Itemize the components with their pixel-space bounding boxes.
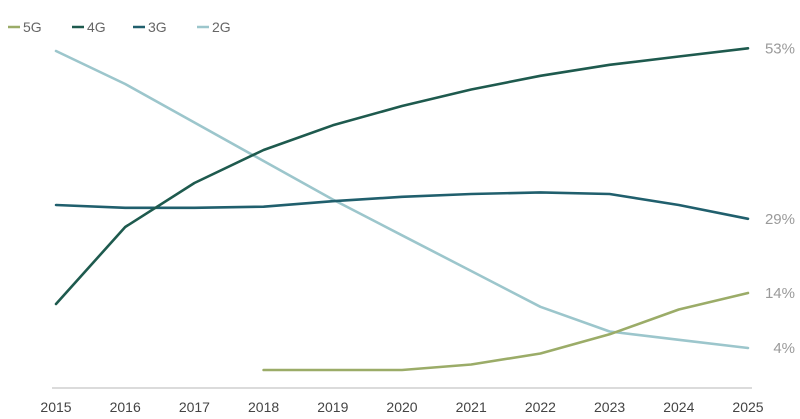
series-line-2g [54,49,750,350]
series-lines [54,46,750,372]
end-label-3g: 29% [765,211,795,228]
legend: 5G 4G 3G 2G [8,19,231,35]
x-tick-label: 2015 [40,399,71,415]
end-label-4g: 53% [765,40,795,57]
series-line-4g [54,46,750,306]
end-label-2g: 4% [773,340,795,357]
x-tick-label: 2022 [525,399,556,415]
legend-label-5g: 5G [23,19,42,35]
end-label-5g: 14% [765,285,795,302]
x-axis-ticks: 2015 2016 2017 2018 2019 2020 2021 2022 2023 2024… [40,399,763,415]
x-tick-label: 2017 [179,399,210,415]
series-line-3g [54,191,750,221]
legend-label-2g: 2G [212,19,231,35]
end-labels: 53% 29% 14% 4% [765,40,795,357]
series-line-5g [262,291,750,372]
x-tick-label: 2024 [663,399,694,415]
x-tick-label: 2019 [317,399,348,415]
x-tick-label: 2023 [594,399,625,415]
x-tick-label: 2020 [386,399,417,415]
x-tick-label: 2021 [456,399,487,415]
x-tick-label: 2025 [732,399,763,415]
x-tick-label: 2018 [248,399,279,415]
legend-label-4g: 4G [87,19,106,35]
legend-label-3g: 3G [148,19,167,35]
x-tick-label: 2016 [110,399,141,415]
